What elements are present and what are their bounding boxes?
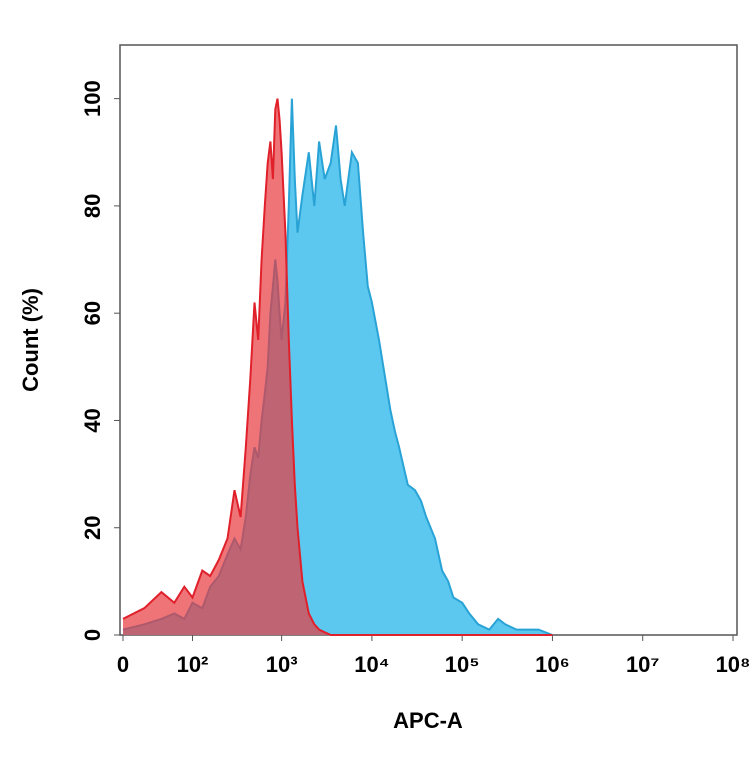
x-tick-label: 10³ (266, 652, 298, 677)
y-tick-label: 60 (80, 301, 105, 325)
y-tick-label: 20 (80, 515, 105, 539)
x-tick-label: 0 (117, 652, 129, 677)
y-tick-label: 0 (80, 629, 105, 641)
x-tick-label: 10² (177, 652, 209, 677)
y-tick-label: 40 (80, 408, 105, 432)
x-tick-label: 10⁸ (716, 652, 751, 677)
x-axis-label: APC-A (393, 708, 463, 733)
y-axis-label: Count (%) (18, 288, 43, 392)
y-tick-label: 100 (80, 80, 105, 117)
x-tick-label: 10⁷ (626, 652, 660, 677)
x-tick-label: 10⁶ (535, 652, 570, 677)
x-tick-label: 10⁴ (354, 652, 389, 677)
x-tick-label: 10⁵ (445, 652, 480, 677)
y-tick-label: 80 (80, 194, 105, 218)
area-fill (123, 98, 553, 636)
area-line (122, 98, 553, 636)
